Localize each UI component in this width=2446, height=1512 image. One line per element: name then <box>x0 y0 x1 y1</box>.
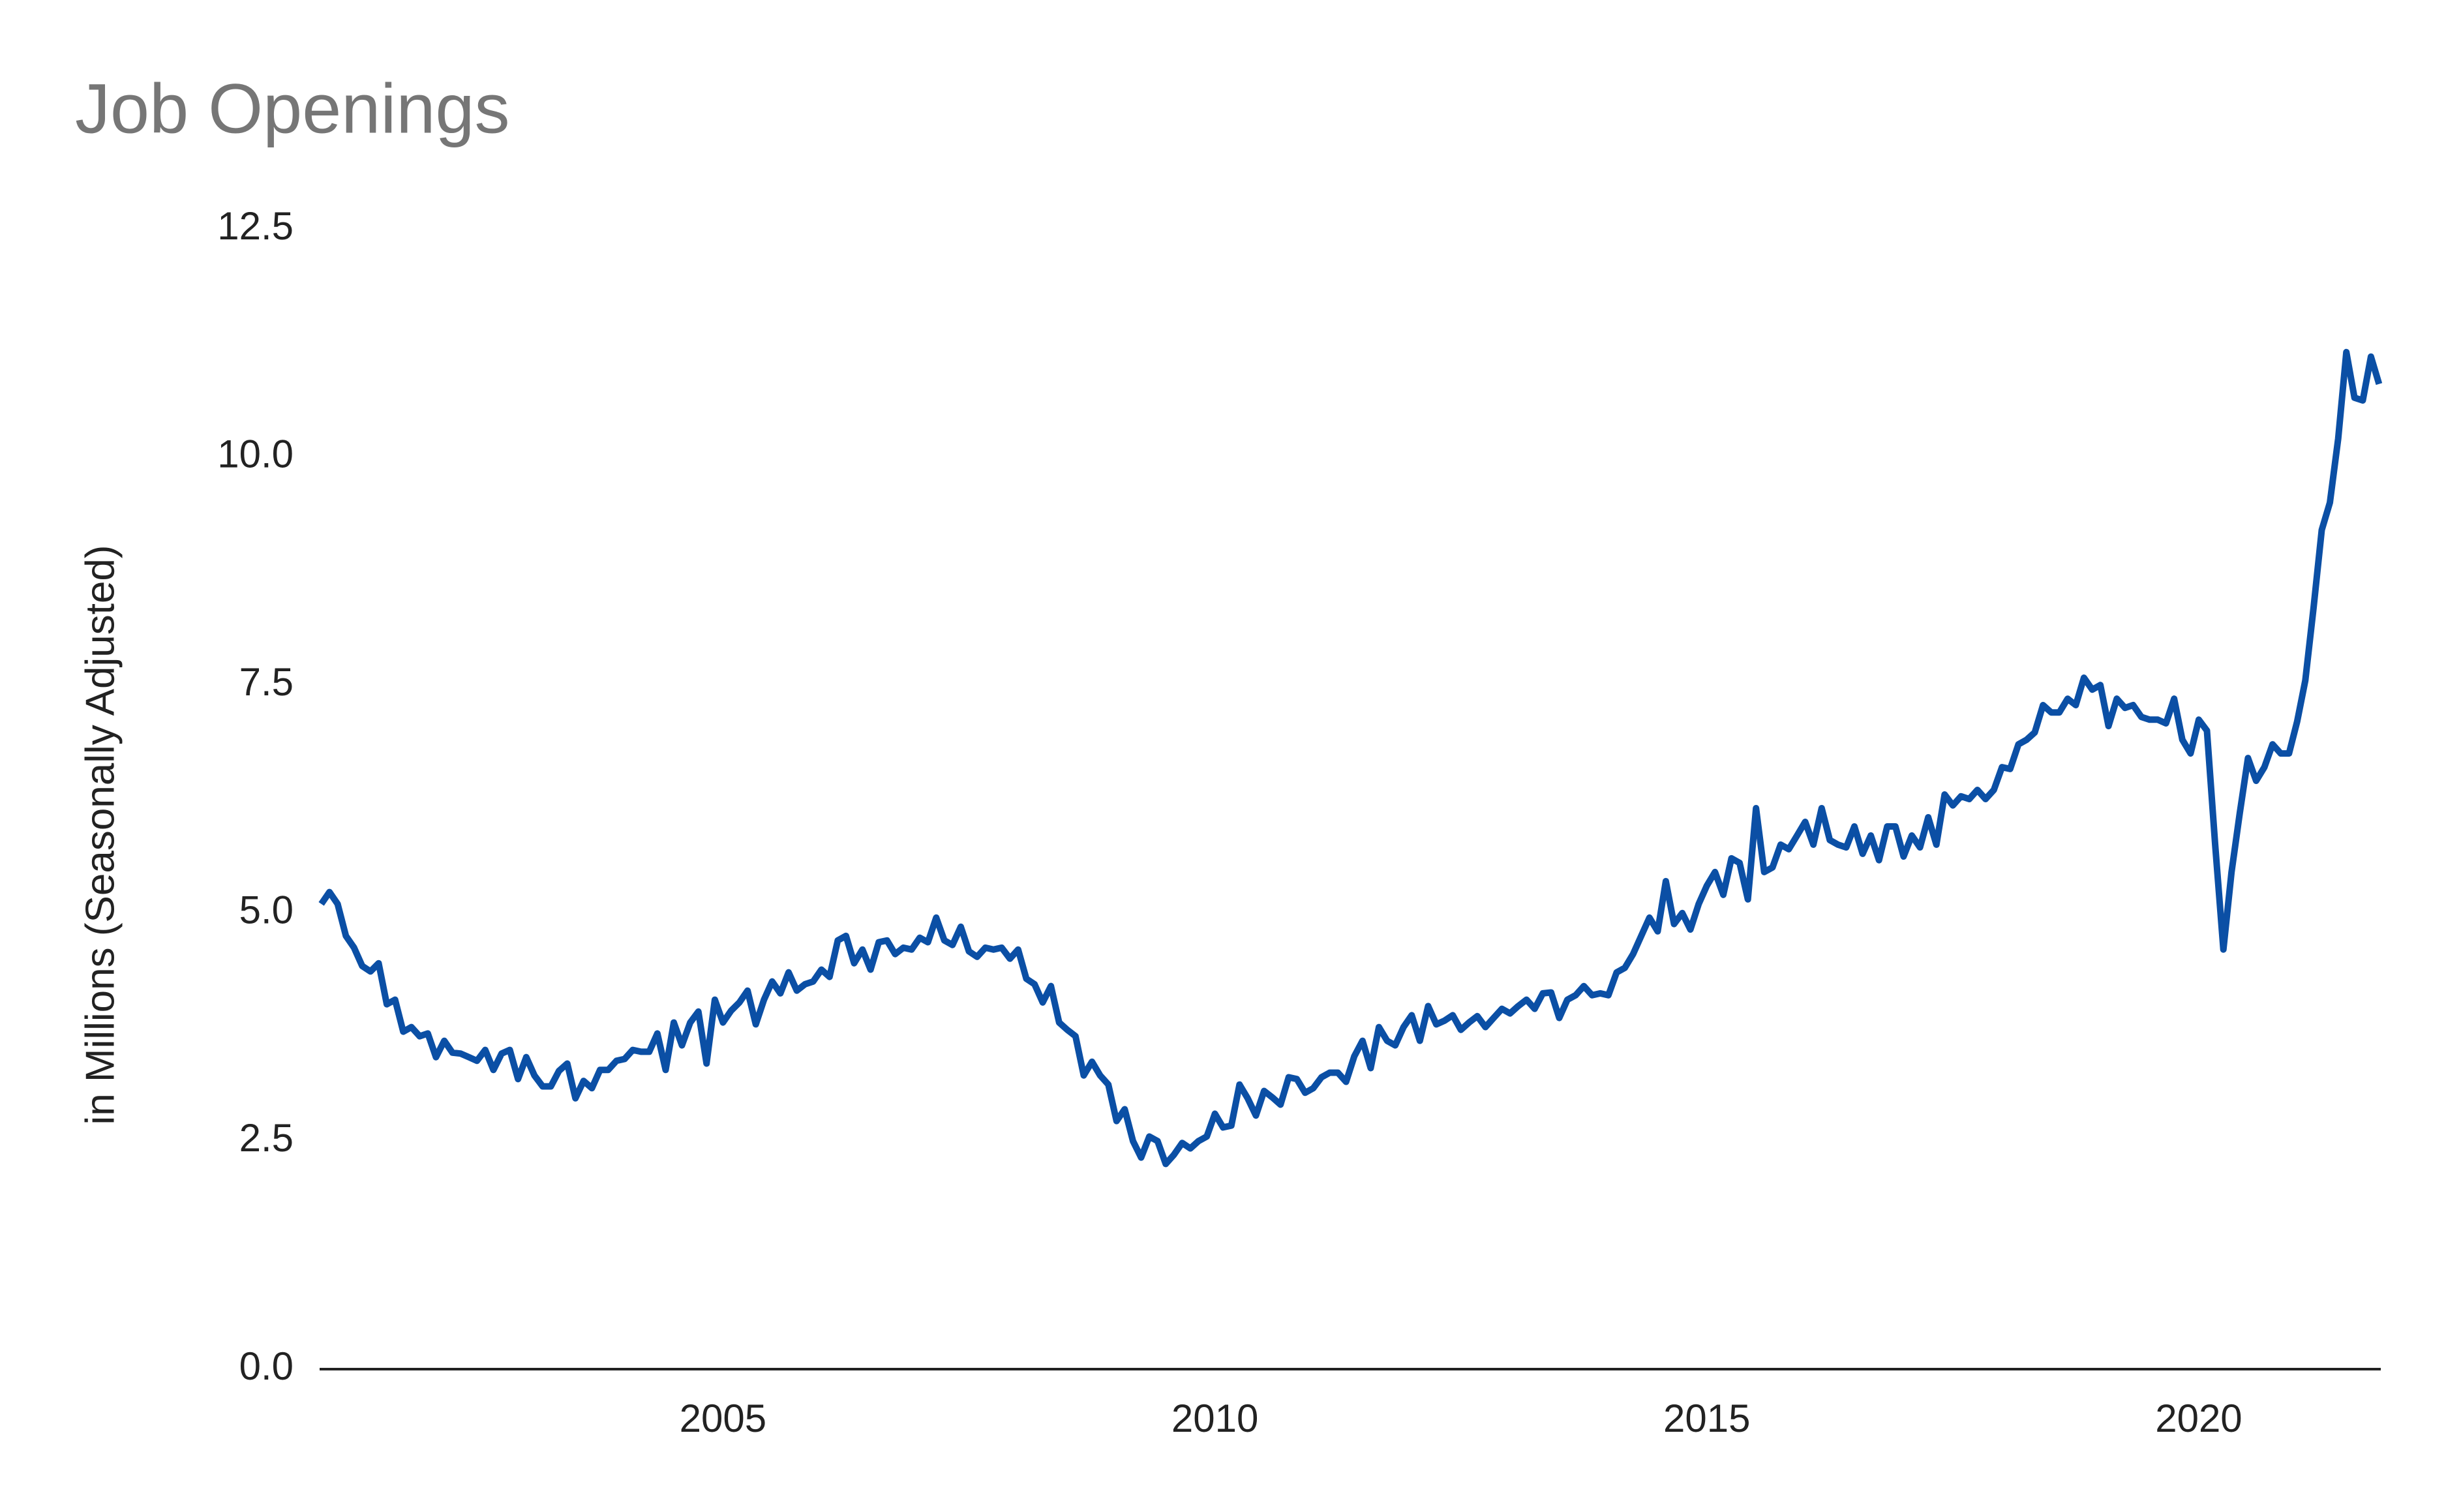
y-tick-label: 2.5 <box>239 1116 294 1160</box>
y-tick-label: 12.5 <box>217 204 294 248</box>
y-tick-label: 10.0 <box>217 432 294 476</box>
x-tick-label: 2010 <box>1171 1397 1258 1440</box>
y-tick-label: 5.0 <box>239 888 294 932</box>
x-tick-label: 2015 <box>1663 1397 1750 1440</box>
x-tick-label: 2005 <box>680 1397 766 1440</box>
y-axis-label: in Millions (Seasonally Adjusted) <box>78 545 123 1125</box>
x-tick-label: 2020 <box>2155 1397 2242 1440</box>
y-tick-label: 7.5 <box>239 660 294 704</box>
data-line <box>318 348 2383 1168</box>
chart-title: Job Openings <box>75 69 509 148</box>
y-tick-label: 0.0 <box>239 1344 294 1388</box>
